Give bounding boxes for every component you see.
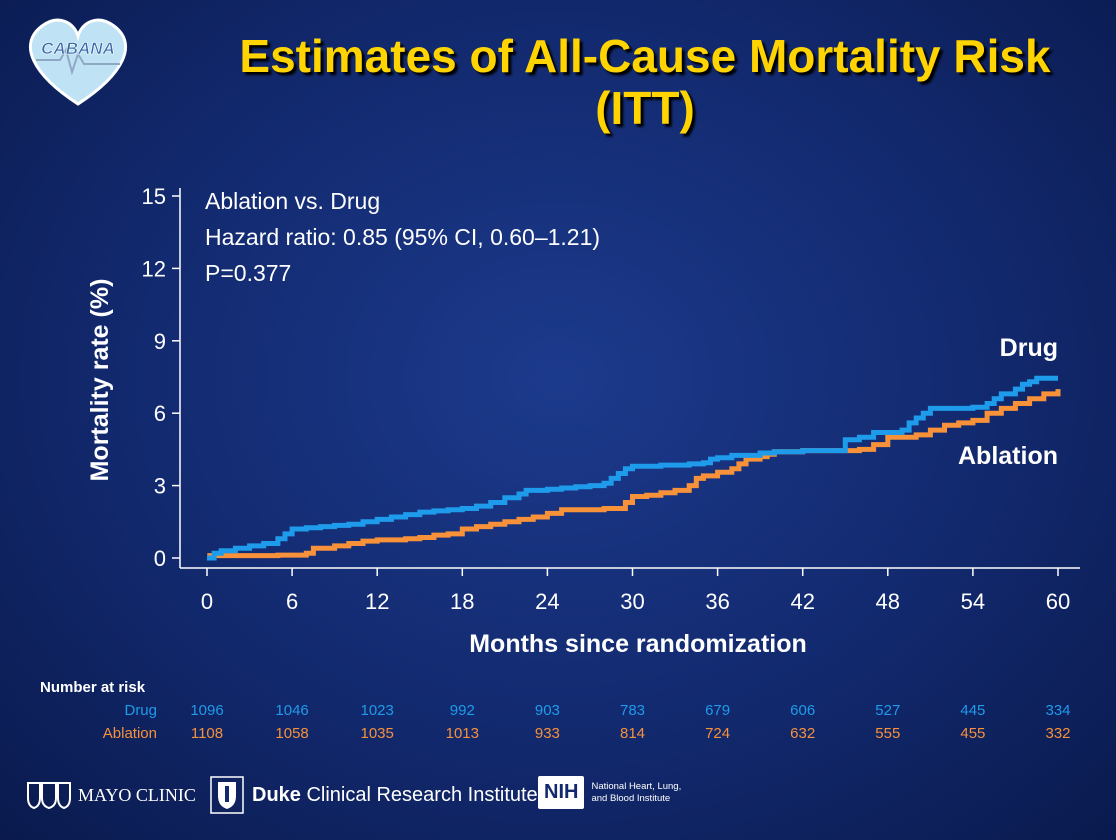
risk-value-ablation: 724 bbox=[705, 725, 731, 742]
risk-value-ablation: 332 bbox=[1045, 725, 1071, 742]
page-title: Estimates of All-Cause Mortality Risk (I… bbox=[140, 30, 1116, 134]
risk-value-ablation: 632 bbox=[790, 725, 816, 742]
y-axis-label: Mortality rate (%) bbox=[86, 279, 114, 482]
x-tick-label: 0 bbox=[201, 589, 213, 614]
risk-value-ablation: 1108 bbox=[190, 725, 224, 742]
risk-value-drug: 1023 bbox=[360, 702, 394, 719]
mayo-clinic-logo: MAYO CLINIC bbox=[26, 780, 196, 810]
risk-value-ablation: 1058 bbox=[275, 725, 309, 742]
annotation-p-value: P=0.377 bbox=[205, 260, 291, 286]
risk-value-drug: 1046 bbox=[275, 702, 309, 719]
risk-value-ablation: 814 bbox=[619, 725, 646, 742]
cabana-logo: CABANA bbox=[22, 14, 134, 110]
mayo-clinic-text: MAYO CLINIC bbox=[78, 784, 196, 805]
y-ticks: 0 3 6 9 12 15 bbox=[142, 184, 180, 571]
mayo-shield-icon bbox=[27, 782, 71, 810]
risk-value-drug: 445 bbox=[960, 702, 986, 719]
nhlbi-line-1: National Heart, Lung, bbox=[591, 780, 682, 792]
x-tick-label: 6 bbox=[286, 589, 298, 614]
y-tick-label: 3 bbox=[154, 474, 166, 499]
risk-value-drug: 783 bbox=[619, 702, 646, 719]
risk-value-drug: 903 bbox=[534, 702, 560, 719]
x-tick-label: 30 bbox=[620, 589, 644, 614]
ablation-series-label: Ablation bbox=[958, 442, 1058, 470]
y-tick-label: 15 bbox=[142, 184, 166, 209]
risk-value-drug: 527 bbox=[875, 702, 901, 719]
duke-logo: Duke Clinical Research Institute bbox=[210, 776, 538, 814]
x-tick-label: 54 bbox=[961, 589, 985, 614]
number-at-risk-table: Number at risk Drug Ablation 1096 1108 104… bbox=[0, 676, 1116, 746]
title-line-2: (ITT) bbox=[595, 82, 695, 134]
risk-value-ablation: 1013 bbox=[445, 725, 479, 742]
risk-table-title: Number at risk bbox=[40, 679, 146, 696]
chart-axes bbox=[179, 188, 1080, 569]
x-axis-label: Months since randomization bbox=[469, 630, 807, 658]
x-tick-label: 36 bbox=[705, 589, 729, 614]
nhlbi-line-2: and Blood Institute bbox=[591, 792, 671, 804]
duke-bold-text: Duke bbox=[252, 783, 301, 806]
risk-value-ablation: 1035 bbox=[360, 725, 394, 742]
nih-badge: NIH bbox=[538, 776, 585, 809]
x-tick-label: 24 bbox=[535, 589, 559, 614]
annotation-comparison: Ablation vs. Drug bbox=[205, 188, 380, 214]
risk-value-ablation: 933 bbox=[534, 725, 560, 742]
ablation-series-line bbox=[207, 389, 1061, 561]
drug-series-label: Drug bbox=[1000, 334, 1058, 362]
y-tick-label: 6 bbox=[154, 401, 166, 426]
risk-row-label-ablation: Ablation bbox=[102, 725, 157, 742]
title-line-1: Estimates of All-Cause Mortality Risk bbox=[239, 30, 1051, 82]
x-tick-label: 60 bbox=[1046, 589, 1070, 614]
risk-value-drug: 1096 bbox=[190, 702, 224, 719]
x-tick-label: 48 bbox=[876, 589, 900, 614]
duke-shield-icon bbox=[210, 776, 244, 814]
nhlbi-logo: NIH National Heart, Lung, and Blood Inst… bbox=[538, 776, 681, 809]
risk-value-ablation: 455 bbox=[960, 725, 986, 742]
x-tick-label: 18 bbox=[450, 589, 474, 614]
y-tick-label: 0 bbox=[154, 546, 166, 571]
y-tick-label: 9 bbox=[154, 329, 166, 354]
stats-annotation: Ablation vs. Drug Hazard ratio: 0.85 (95… bbox=[205, 188, 600, 286]
x-ticks: 0 6 12 18 24 30 36 42 48 54 60 bbox=[201, 568, 1070, 614]
footer-logos: MAYO CLINIC Duke Clinical Research Insti… bbox=[0, 770, 1116, 830]
duke-rest-text: Clinical Research Institute bbox=[306, 783, 538, 806]
y-tick-label: 12 bbox=[142, 256, 166, 281]
risk-value-drug: 992 bbox=[449, 702, 475, 719]
x-tick-label: 42 bbox=[790, 589, 814, 614]
risk-row-label-drug: Drug bbox=[124, 702, 157, 719]
drug-series-line bbox=[207, 375, 1058, 561]
logo-text: CABANA bbox=[41, 39, 115, 58]
risk-value-drug: 334 bbox=[1045, 702, 1071, 719]
risk-value-drug: 606 bbox=[790, 702, 816, 719]
annotation-hazard-ratio: Hazard ratio: 0.85 (95% CI, 0.60–1.21) bbox=[205, 224, 600, 250]
risk-value-ablation: 555 bbox=[875, 725, 901, 742]
x-tick-label: 12 bbox=[365, 589, 389, 614]
risk-value-drug: 679 bbox=[705, 702, 731, 719]
